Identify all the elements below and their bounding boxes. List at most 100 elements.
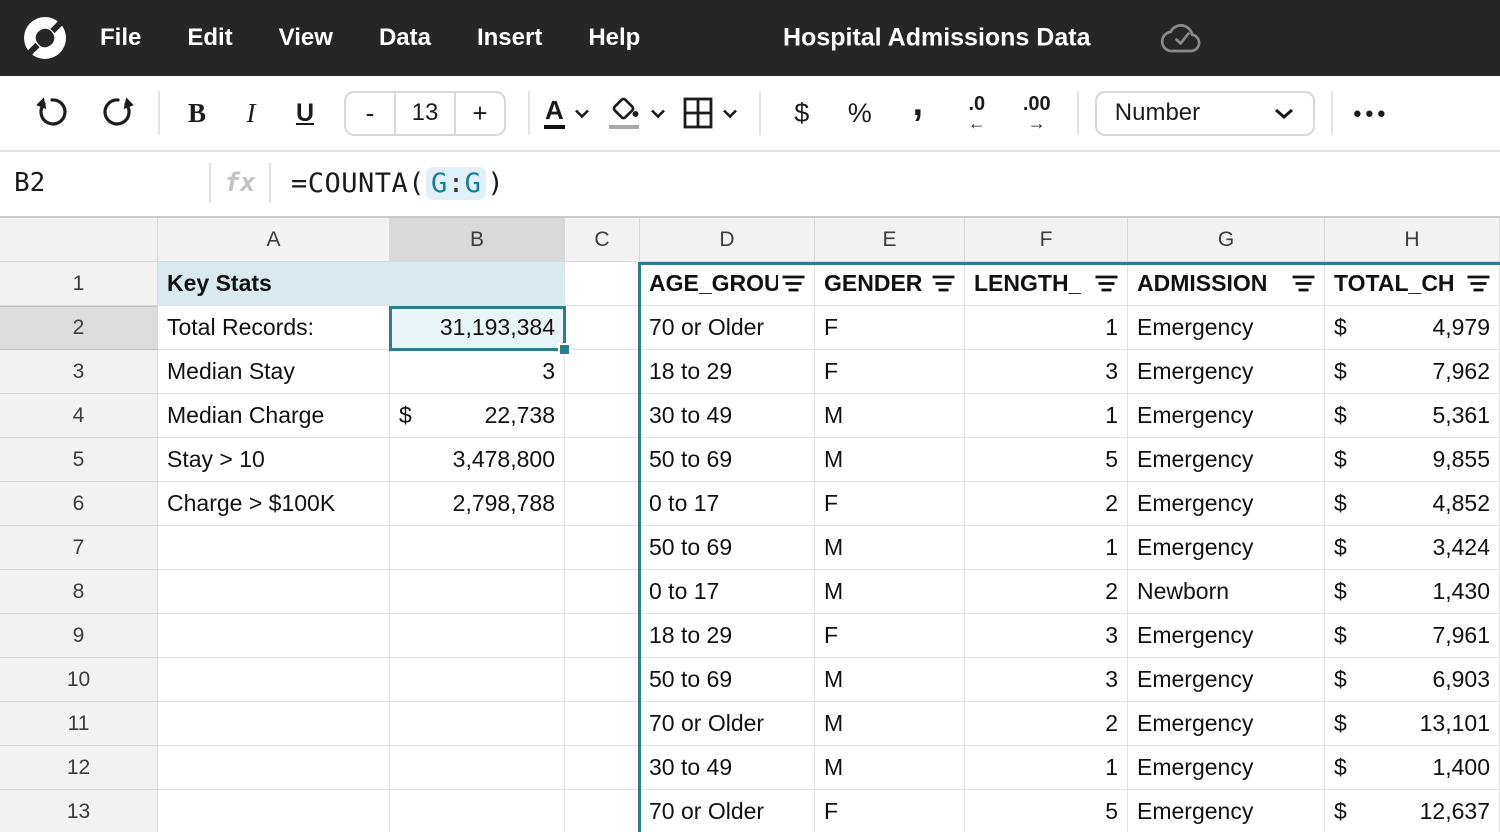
row-header-13[interactable]: 13 xyxy=(0,790,158,832)
cell-C2[interactable] xyxy=(565,306,640,350)
cell-E2[interactable]: F xyxy=(815,306,965,350)
fill-color-dropdown[interactable] xyxy=(649,90,667,136)
cell-H10[interactable]: $6,903 xyxy=(1325,658,1500,702)
cell-D13[interactable]: 70 or Older xyxy=(640,790,815,832)
cell-H6[interactable]: $4,852 xyxy=(1325,482,1500,526)
row-header-4[interactable]: 4 xyxy=(0,394,158,438)
cell-E12[interactable]: M xyxy=(815,746,965,790)
cell-A7[interactable] xyxy=(158,526,390,570)
cell-F7[interactable]: 1 xyxy=(965,526,1128,570)
cell-A9[interactable] xyxy=(158,614,390,658)
cell-D9[interactable]: 18 to 29 xyxy=(640,614,815,658)
cell-A6[interactable]: Charge > $100K xyxy=(158,482,390,526)
cell-F13[interactable]: 5 xyxy=(965,790,1128,832)
cell-G1[interactable]: ADMISSION xyxy=(1128,262,1325,306)
filter-icon[interactable] xyxy=(1467,275,1490,292)
row-header-3[interactable]: 3 xyxy=(0,350,158,394)
column-header-G[interactable]: G xyxy=(1128,218,1325,262)
cell-F11[interactable]: 2 xyxy=(965,702,1128,746)
cell-G12[interactable]: Emergency xyxy=(1128,746,1325,790)
cell-H9[interactable]: $7,961 xyxy=(1325,614,1500,658)
cell-C5[interactable] xyxy=(565,438,640,482)
column-header-H[interactable]: H xyxy=(1325,218,1500,262)
cell-E10[interactable]: M xyxy=(815,658,965,702)
cell-H7[interactable]: $3,424 xyxy=(1325,526,1500,570)
cell-D10[interactable]: 50 to 69 xyxy=(640,658,815,702)
font-size-decrease-button[interactable]: - xyxy=(365,97,375,128)
cell-C1[interactable] xyxy=(565,262,640,306)
cell-B7[interactable] xyxy=(390,526,565,570)
cell-F1[interactable]: LENGTH_ xyxy=(965,262,1128,306)
cell-H8[interactable]: $1,430 xyxy=(1325,570,1500,614)
cell-E7[interactable]: M xyxy=(815,526,965,570)
cell-D8[interactable]: 0 to 17 xyxy=(640,570,815,614)
cell-B8[interactable] xyxy=(390,570,565,614)
cell-G6[interactable]: Emergency xyxy=(1128,482,1325,526)
cell-C6[interactable] xyxy=(565,482,640,526)
cell-G9[interactable]: Emergency xyxy=(1128,614,1325,658)
cell-C11[interactable] xyxy=(565,702,640,746)
column-header-F[interactable]: F xyxy=(965,218,1128,262)
cell-E5[interactable]: M xyxy=(815,438,965,482)
cell-G13[interactable]: Emergency xyxy=(1128,790,1325,832)
row-header-7[interactable]: 7 xyxy=(0,526,158,570)
cell-C3[interactable] xyxy=(565,350,640,394)
cell-D12[interactable]: 30 to 49 xyxy=(640,746,815,790)
menu-item-file[interactable]: File xyxy=(100,24,142,51)
cell-A13[interactable] xyxy=(158,790,390,832)
row-header-6[interactable]: 6 xyxy=(0,482,158,526)
menu-item-edit[interactable]: Edit xyxy=(187,24,233,51)
row-header-11[interactable]: 11 xyxy=(0,702,158,746)
cell-D4[interactable]: 30 to 49 xyxy=(640,394,815,438)
cell-D7[interactable]: 50 to 69 xyxy=(640,526,815,570)
cell-G2[interactable]: Emergency xyxy=(1128,306,1325,350)
cell-E3[interactable]: F xyxy=(815,350,965,394)
number-format-dropdown[interactable]: Number xyxy=(1094,90,1315,136)
row-header-12[interactable]: 12 xyxy=(0,746,158,790)
cell-G7[interactable]: Emergency xyxy=(1128,526,1325,570)
font-size-increase-button[interactable]: + xyxy=(472,97,488,128)
menu-item-help[interactable]: Help xyxy=(588,24,641,51)
row-header-1[interactable]: 1 xyxy=(0,262,158,306)
cell-B5[interactable]: 3,478,800 xyxy=(390,438,565,482)
cell-C8[interactable] xyxy=(565,570,640,614)
fill-handle[interactable] xyxy=(558,343,571,356)
cell-B10[interactable] xyxy=(390,658,565,702)
fill-color-button[interactable] xyxy=(607,90,641,136)
column-header-A[interactable]: A xyxy=(158,218,390,262)
comma-format-button[interactable]: , xyxy=(889,84,947,136)
cell-A12[interactable] xyxy=(158,746,390,790)
cell-E1[interactable]: GENDER xyxy=(815,262,965,306)
cell-F12[interactable]: 1 xyxy=(965,746,1128,790)
cell-H2[interactable]: $4,979 xyxy=(1325,306,1500,350)
filter-icon[interactable] xyxy=(932,275,955,292)
borders-button[interactable] xyxy=(683,90,713,136)
cell-H11[interactable]: $13,101 xyxy=(1325,702,1500,746)
cell-E6[interactable]: F xyxy=(815,482,965,526)
menu-item-insert[interactable]: Insert xyxy=(476,24,543,51)
cell-A2[interactable]: Total Records: xyxy=(158,306,390,350)
decrease-decimal-button[interactable]: .0 ← xyxy=(947,90,1007,136)
more-options-button[interactable]: ●●● xyxy=(1343,90,1399,136)
cell-A5[interactable]: Stay > 10 xyxy=(158,438,390,482)
cell-B12[interactable] xyxy=(390,746,565,790)
cell-E4[interactable]: M xyxy=(815,394,965,438)
document-title[interactable]: Hospital Admissions Data xyxy=(783,23,1091,52)
row-header-2[interactable]: 2 xyxy=(0,306,158,350)
cell-H5[interactable]: $9,855 xyxy=(1325,438,1500,482)
cell-A3[interactable]: Median Stay xyxy=(158,350,390,394)
cell-F8[interactable]: 2 xyxy=(965,570,1128,614)
cell-F2[interactable]: 1 xyxy=(965,306,1128,350)
cell-G10[interactable]: Emergency xyxy=(1128,658,1325,702)
cell-B13[interactable] xyxy=(390,790,565,832)
cell-A11[interactable] xyxy=(158,702,390,746)
cell-G3[interactable]: Emergency xyxy=(1128,350,1325,394)
row-header-10[interactable]: 10 xyxy=(0,658,158,702)
cell-H3[interactable]: $7,962 xyxy=(1325,350,1500,394)
cell-D1[interactable]: AGE_GROU xyxy=(640,262,815,306)
underline-button[interactable]: U xyxy=(278,90,332,136)
cell-E8[interactable]: M xyxy=(815,570,965,614)
row-header-5[interactable]: 5 xyxy=(0,438,158,482)
cell-A10[interactable] xyxy=(158,658,390,702)
cell-A1[interactable]: Key Stats xyxy=(158,262,390,306)
